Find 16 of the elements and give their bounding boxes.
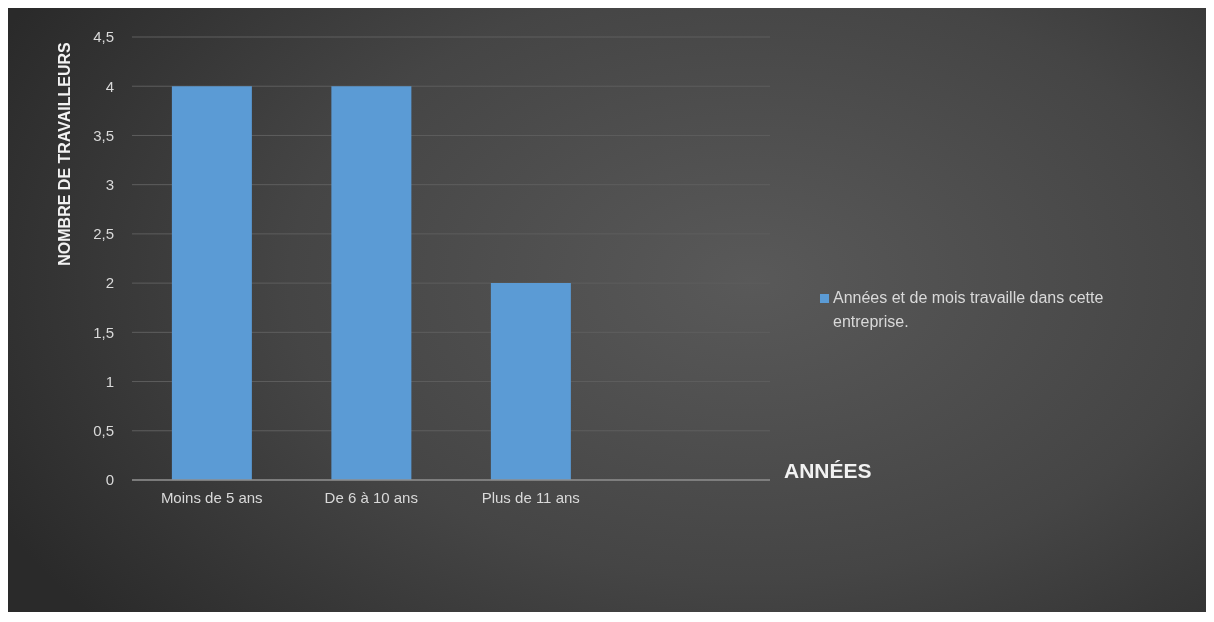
y-tick-label: 0 [105, 471, 114, 489]
x-tick-label: Moins de 5 ans [160, 488, 263, 506]
x-tick-label: De 6 à 10 ans [324, 488, 418, 506]
y-tick-label: 0,5 [93, 422, 114, 440]
y-tick-label: 1 [105, 372, 114, 390]
y-tick-label: 3 [105, 175, 114, 193]
y-tick-label: 2 [105, 274, 114, 292]
y-axis-title: NOMBRE DE TRAVAILLEURS [56, 41, 73, 266]
y-tick-label: 4,5 [93, 28, 114, 46]
y-tick-label: 2,5 [93, 225, 114, 243]
x-tick-label: Plus de 11 ans [481, 488, 580, 506]
legend-label: Années et de mois travaille dans cette entreprise. [833, 288, 1105, 332]
y-tick-label: 1,5 [93, 323, 114, 341]
y-tick-label: 3,5 [93, 126, 114, 144]
x-axis-title: ANNÉES [784, 459, 872, 482]
y-tick-label: 4 [105, 77, 114, 95]
